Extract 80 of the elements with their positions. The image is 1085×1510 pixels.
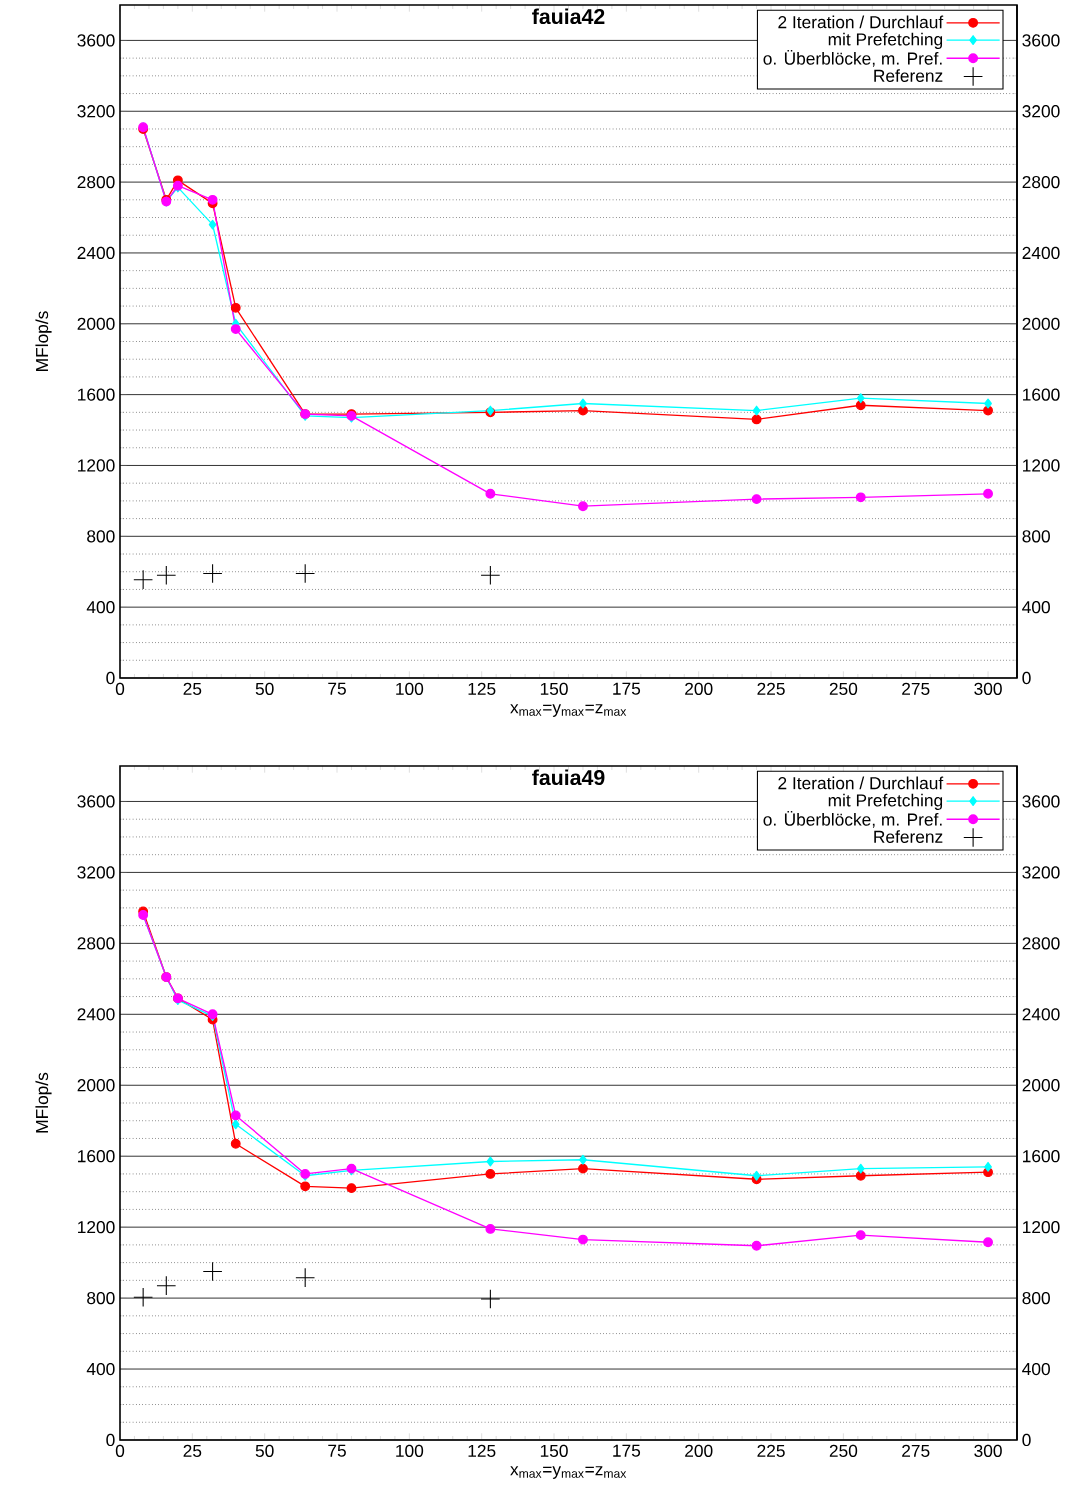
x-tick-label: 25 [183,682,202,695]
y2-tick-label: 2000 [1022,317,1060,330]
y2-tick-label: 2800 [1022,175,1060,189]
y2-tick-label: 400 [1022,1362,1050,1376]
x-axis-title: x$_{max}$=y$_{max}$=z$_{max}$ [510,704,627,717]
y-tick-label: 0 [106,1433,115,1447]
y2-tick-label: 2400 [1022,246,1060,260]
x-tick-label: 225 [757,1444,785,1457]
y2-tick-label: 800 [1022,1291,1050,1305]
x-tick-label: 300 [974,682,1002,695]
x-tick-label: 150 [540,682,568,695]
y-tick-label: 1600 [78,388,115,401]
x-tick-label: 125 [468,682,496,695]
y-tick-label: 2800 [77,175,115,189]
y-tick-label: 0 [106,671,115,685]
x-tick-label: 50 [255,682,274,695]
legend-label: 2 Iteration / Durchlauf [778,15,944,29]
y2-tick-label: 2400 [1022,1008,1060,1021]
legend-label: 2 Iteration / Durchlauf [778,776,944,790]
x-tick-label: 275 [902,1444,930,1457]
y-tick-label: 2400 [77,1008,115,1021]
x-tick-label: 75 [328,682,346,695]
x-tick-label: 250 [829,1444,858,1457]
legend-label: Referenz [874,69,943,82]
y-tick-label: 3200 [77,866,115,879]
x-tick-label: 0 [115,682,125,695]
y2-tick-label: 1600 [1023,1150,1060,1163]
y-tick-label: 2400 [77,246,115,260]
y2-tick-label: 3600 [1022,795,1060,808]
x-tick-label: 125 [468,1444,496,1457]
x-axis-title: x$_{max}$=y$_{max}$=z$_{max}$ [510,1466,627,1479]
legend-label: mit Prefetching [828,32,943,49]
y2-tick-label: 1200 [1023,459,1060,472]
y-tick-label: 1600 [78,1150,115,1163]
x-tick-label: 25 [183,1444,202,1457]
x-tick-label: 250 [829,682,858,695]
y-tick-label: 3600 [77,34,115,47]
legend-label: Referenz [874,830,943,843]
x-tick-label: 200 [685,1444,713,1457]
y2-tick-label: 3200 [1022,866,1060,879]
y2-tick-label: 2000 [1022,1079,1060,1092]
x-tick-label: 50 [255,1444,274,1457]
x-tick-label: 225 [757,682,785,695]
y-tick-label: 3200 [77,105,115,118]
x-tick-label: 175 [613,682,641,695]
y-tick-label: 2000 [77,1079,115,1092]
y2-tick-label: 3600 [1022,34,1060,47]
legend-label: o. Überblöcke, m. Pref. [763,50,942,67]
y-tick-label: 400 [86,601,115,614]
chart-title: fauia42 [532,8,605,25]
y-tick-label: 800 [87,530,115,543]
x-tick-label: 75 [328,1444,346,1457]
y2-tick-label: 1200 [1023,1221,1060,1234]
y-tick-label: 1200 [78,1221,115,1234]
legend-label: mit Prefetching [828,793,943,810]
y-tick-label: 2000 [77,317,115,330]
x-tick-label: 150 [540,1444,568,1457]
y-tick-label: 400 [86,1362,115,1376]
y-tick-label: 3600 [77,795,115,808]
y2-tick-label: 400 [1022,601,1050,614]
x-tick-label: 175 [613,1444,641,1457]
x-tick-label: 275 [902,682,930,695]
x-tick-label: 0 [115,1444,125,1457]
x-tick-label: 100 [396,1444,424,1457]
y-tick-label: 2800 [77,937,115,950]
y2-tick-label: 0 [1022,1433,1031,1447]
y-axis-title: MFlop/s [35,311,52,371]
y2-tick-label: 800 [1022,530,1050,543]
legend-label: o. Überblöcke, m. Pref. [763,811,942,828]
x-tick-label: 100 [396,682,424,695]
y2-tick-label: 3200 [1022,105,1060,118]
x-tick-label: 300 [974,1444,1002,1457]
y-tick-label: 1200 [78,459,115,472]
y2-tick-label: 2800 [1022,937,1060,950]
chart-title: fauia49 [532,769,605,786]
y2-tick-label: 1600 [1023,388,1060,401]
y2-tick-label: 0 [1022,671,1031,685]
y-axis-title: MFlop/s [35,1072,52,1133]
y-tick-label: 800 [87,1291,115,1305]
x-tick-label: 200 [685,682,713,695]
